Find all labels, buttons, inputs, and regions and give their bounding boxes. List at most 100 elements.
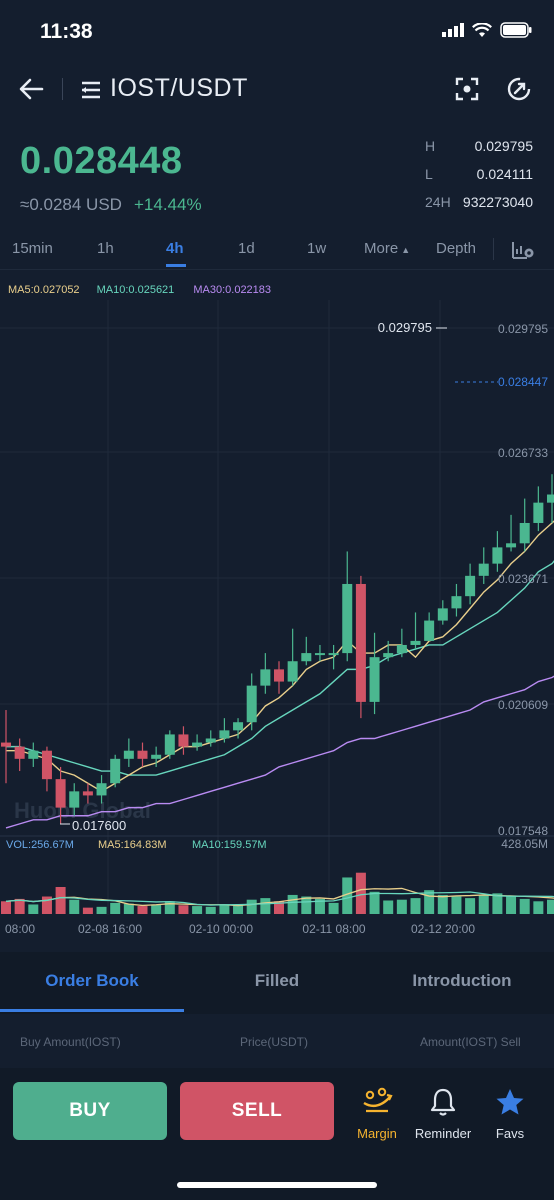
status-time: 11:38 bbox=[40, 20, 93, 43]
volume-bar bbox=[369, 891, 380, 914]
volume-bar bbox=[437, 894, 448, 914]
volume-24h-value: 932273040 bbox=[462, 194, 533, 210]
nav-reminder-label: Reminder bbox=[414, 1126, 472, 1141]
ob-buy-amount-header: Buy Amount(IOST) bbox=[20, 1035, 121, 1049]
candle-body bbox=[547, 494, 554, 503]
volume-bar bbox=[96, 906, 107, 914]
low-value: 0.024111 bbox=[476, 166, 533, 182]
volume-ma5-label: MA5:164.83M bbox=[98, 839, 166, 851]
candle-body bbox=[519, 522, 530, 544]
nav-favs-label: Favs bbox=[495, 1126, 525, 1141]
tab-1w[interactable]: 1w bbox=[307, 240, 327, 257]
volume-ma10-label: MA10:159.57M bbox=[192, 839, 267, 851]
candle-body bbox=[205, 738, 216, 743]
y-axis-tick-label: 0.026733 bbox=[498, 446, 548, 460]
volume-bar bbox=[110, 902, 121, 914]
candle-body bbox=[328, 653, 339, 656]
volume-bar bbox=[260, 898, 271, 914]
price-change-percent: +14.44% bbox=[134, 195, 202, 214]
volume-bar bbox=[164, 901, 175, 914]
lower-tab-indicator bbox=[0, 1009, 184, 1012]
candlestick-chart[interactable]: Huobi Global 0.029795 0.026733 0.023671 0.0… bbox=[0, 300, 554, 940]
cellular-signal-icon bbox=[442, 23, 464, 37]
pair-title[interactable]: IOST/USDT bbox=[110, 74, 248, 102]
candle-body bbox=[533, 502, 544, 523]
candle-body bbox=[96, 783, 107, 796]
tab-introduction[interactable]: Introduction bbox=[412, 971, 512, 990]
ma30-line bbox=[5, 675, 554, 829]
ob-price-header: Price(USDT) bbox=[240, 1035, 308, 1049]
candle-body bbox=[478, 563, 489, 576]
volume-bar bbox=[314, 898, 325, 914]
volume-bar bbox=[328, 902, 339, 914]
volume-bar bbox=[178, 905, 189, 914]
volume-bar bbox=[506, 896, 517, 914]
tab-4h[interactable]: 4h bbox=[166, 240, 184, 257]
volume-bar bbox=[151, 904, 162, 914]
volume-bar bbox=[547, 899, 554, 914]
volume-bar bbox=[342, 877, 353, 914]
candle-body bbox=[260, 669, 271, 686]
volume-bar bbox=[274, 901, 284, 914]
candle-body bbox=[69, 791, 80, 808]
high-marker-label: 0.029795 bbox=[378, 320, 432, 335]
star-icon bbox=[496, 1089, 524, 1115]
pair-list-icon[interactable] bbox=[80, 80, 102, 100]
sell-button[interactable]: SELL bbox=[180, 1082, 334, 1140]
volume-bar bbox=[396, 899, 407, 914]
ob-sell-amount-header: Amount(IOST) Sell bbox=[420, 1035, 521, 1049]
nav-reminder[interactable]: Reminder bbox=[408, 1084, 478, 1141]
volume-bar bbox=[533, 901, 544, 914]
volume-bar bbox=[205, 906, 216, 914]
volume-bar bbox=[55, 886, 66, 914]
candle-body bbox=[55, 779, 66, 808]
margin-scale-icon bbox=[363, 1087, 393, 1113]
nav-margin[interactable]: Margin bbox=[342, 1084, 412, 1141]
buy-button[interactable]: BUY bbox=[13, 1082, 167, 1140]
volume-bar bbox=[424, 890, 435, 914]
volume-24h-label: 24H bbox=[425, 194, 451, 210]
tab-order-book[interactable]: Order Book bbox=[45, 971, 139, 990]
ma5-line bbox=[6, 520, 554, 793]
scan-icon[interactable] bbox=[455, 77, 479, 101]
chart-settings-icon[interactable] bbox=[511, 238, 535, 260]
candle-body bbox=[164, 734, 175, 755]
candle-body bbox=[123, 750, 134, 759]
candle-body bbox=[82, 791, 93, 796]
nav-favs[interactable]: Favs bbox=[475, 1084, 545, 1141]
candle-body bbox=[41, 750, 52, 780]
lower-tabs-bar bbox=[0, 952, 554, 1014]
active-tab-indicator bbox=[166, 264, 186, 267]
tab-1h[interactable]: 1h bbox=[97, 240, 114, 257]
tab-1d[interactable]: 1d bbox=[238, 240, 255, 257]
candle-body bbox=[342, 583, 353, 654]
volume-bar bbox=[519, 898, 530, 914]
candle-body bbox=[1, 742, 11, 747]
tab-more[interactable]: More ▲ bbox=[364, 240, 410, 257]
tab-15min[interactable]: 15min bbox=[12, 240, 53, 257]
volume-bar bbox=[82, 907, 93, 914]
approx-usd-price: ≈0.0284 USD bbox=[20, 195, 122, 214]
candle-body bbox=[465, 575, 476, 597]
volume-bar bbox=[492, 893, 503, 914]
candle-body bbox=[287, 661, 298, 682]
volume-bar bbox=[14, 898, 25, 914]
candle-body bbox=[178, 734, 189, 747]
back-arrow-icon[interactable] bbox=[18, 76, 44, 102]
x-axis-tick-label: 08:00 bbox=[5, 922, 35, 936]
tab-filled[interactable]: Filled bbox=[254, 971, 300, 990]
current-price-tag: 0.028447 bbox=[498, 375, 548, 389]
rotate-screen-icon[interactable] bbox=[506, 76, 532, 102]
volume-bar bbox=[69, 899, 80, 914]
tab-depth[interactable]: Depth bbox=[436, 240, 477, 257]
last-price: 0.028448 bbox=[20, 140, 183, 182]
volume-bar bbox=[233, 905, 244, 914]
candle-body bbox=[137, 750, 148, 759]
volume-bar bbox=[355, 872, 366, 914]
volume-bar bbox=[410, 898, 421, 914]
volume-bar bbox=[28, 904, 39, 914]
volume-max-label: 428.05M bbox=[501, 837, 548, 851]
candle-body bbox=[410, 640, 421, 645]
volume-bar bbox=[383, 900, 394, 914]
candle-body bbox=[246, 685, 257, 723]
